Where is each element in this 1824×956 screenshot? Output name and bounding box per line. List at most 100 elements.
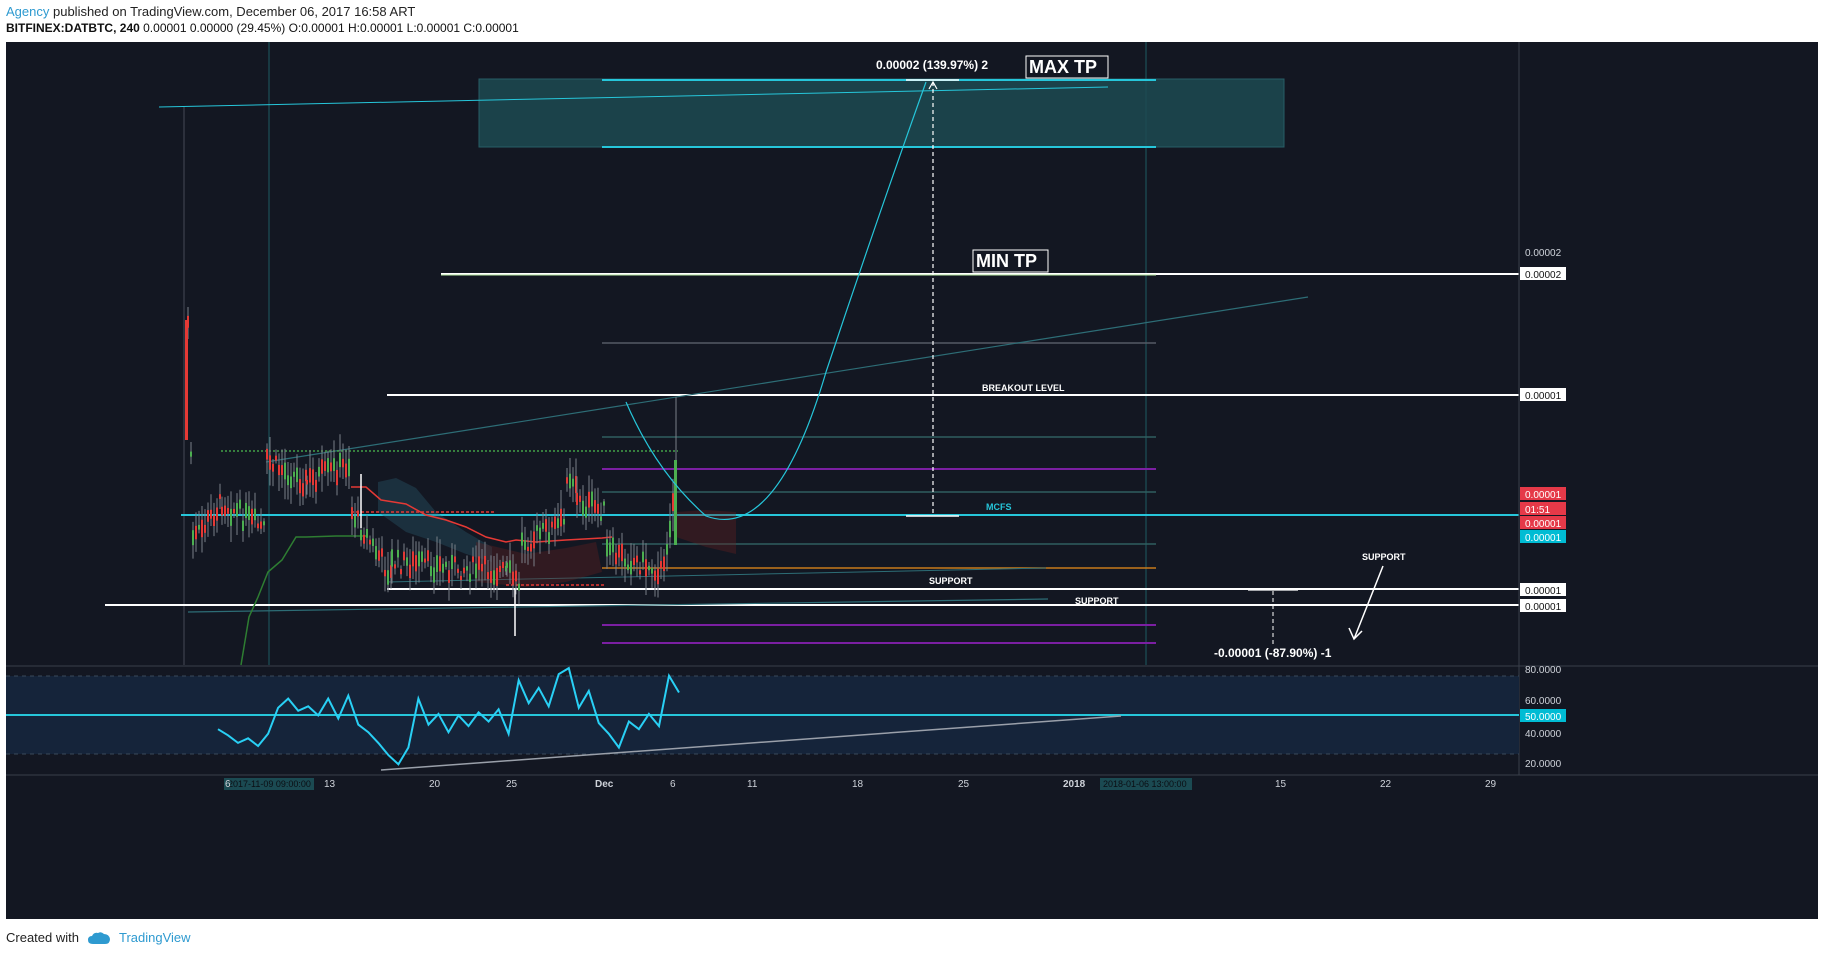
price-badge bbox=[1520, 487, 1566, 500]
rsi-trendline bbox=[380, 715, 1122, 771]
candle-body bbox=[421, 551, 423, 562]
candle-body bbox=[406, 557, 408, 566]
candle-body bbox=[672, 493, 674, 512]
top-trendline bbox=[158, 86, 1109, 108]
candle-body bbox=[454, 556, 456, 563]
rsi-line bbox=[217, 666, 680, 766]
price-chart[interactable]: MAX TP MIN TP 0.00002 (139.97%) 2 -0.00001 … bbox=[6, 42, 1818, 919]
candle-body bbox=[484, 555, 486, 565]
candle-body bbox=[372, 538, 374, 547]
candle-body bbox=[636, 555, 638, 563]
candle-body bbox=[345, 463, 347, 478]
candle-body bbox=[433, 567, 435, 583]
candle-body bbox=[230, 508, 232, 526]
symbol-name: BITFINEX:DATBTC, 240 bbox=[6, 21, 140, 35]
candle-body bbox=[315, 479, 317, 492]
candle-body bbox=[390, 565, 392, 578]
time-tick-label: 18 bbox=[852, 779, 864, 790]
price-axis-label: 01:51 bbox=[1525, 505, 1550, 516]
candle-body bbox=[499, 565, 501, 572]
candle-body bbox=[521, 532, 523, 546]
created-with-text: Created with bbox=[6, 930, 79, 945]
candle-body bbox=[666, 543, 668, 555]
candle-body bbox=[487, 572, 489, 580]
candle-body bbox=[448, 570, 450, 583]
max-tp-label: MAX TP bbox=[1029, 57, 1097, 77]
tradingview-brand[interactable]: TradingView bbox=[118, 930, 191, 945]
publish-header: Agency published on TradingView.com, Dec… bbox=[6, 4, 415, 19]
candle-body bbox=[502, 561, 504, 569]
candle-body bbox=[207, 510, 209, 522]
price-badge bbox=[1520, 516, 1566, 529]
candle-body bbox=[224, 505, 226, 516]
rsi-axis-label: 80.0000 bbox=[1525, 665, 1562, 676]
candle-body bbox=[472, 556, 474, 563]
price-axis-label: 0.00002 bbox=[1525, 270, 1562, 281]
candle-body bbox=[254, 508, 256, 521]
candle-body bbox=[263, 521, 265, 526]
breakout-label: BREAKOUT LEVEL bbox=[982, 383, 1065, 393]
candle-body bbox=[366, 528, 368, 538]
candle-body bbox=[509, 560, 511, 573]
candle-body bbox=[506, 562, 508, 568]
chart-panel[interactable]: MAX TP MIN TP 0.00002 (139.97%) 2 -0.00001 … bbox=[6, 42, 1818, 919]
candle-body bbox=[394, 564, 396, 569]
candle-body bbox=[219, 494, 221, 499]
candle-body bbox=[645, 559, 647, 577]
ichimoku-cloud-3 bbox=[676, 510, 736, 554]
candle-body bbox=[475, 563, 477, 579]
candle-body bbox=[409, 564, 411, 579]
candle-body bbox=[572, 478, 574, 487]
max-tp-box bbox=[1025, 55, 1109, 79]
candle-body bbox=[512, 571, 514, 585]
candle-body bbox=[312, 469, 314, 486]
rsi-badge bbox=[1520, 709, 1566, 722]
candle-body bbox=[660, 561, 662, 569]
candle-body bbox=[236, 503, 238, 517]
candle-body bbox=[663, 556, 665, 572]
base-line-red bbox=[351, 486, 613, 543]
candle-body bbox=[457, 568, 459, 573]
candle-body bbox=[400, 569, 402, 575]
candle-body bbox=[654, 570, 656, 581]
time-tick-label: 20 bbox=[429, 779, 441, 790]
candle-body bbox=[357, 510, 359, 517]
candle-body bbox=[657, 568, 659, 585]
candle-body bbox=[551, 521, 553, 528]
time-highlight-label: 2017-11-09 09:00:00 bbox=[228, 779, 311, 789]
candle-breakout bbox=[674, 460, 677, 545]
measure-up-label: 0.00002 (139.97%) 2 bbox=[876, 58, 988, 72]
candle-body bbox=[302, 483, 304, 497]
candle-body bbox=[427, 550, 429, 562]
candle-body bbox=[515, 570, 517, 582]
candle-body bbox=[542, 522, 544, 529]
tradingview-cloud-icon bbox=[87, 931, 110, 944]
author-link[interactable]: Agency bbox=[6, 4, 50, 19]
candle-body bbox=[481, 563, 483, 572]
time-highlight-left bbox=[224, 778, 314, 790]
candle-body bbox=[560, 508, 562, 527]
candle-body bbox=[384, 569, 386, 577]
candle-body bbox=[557, 518, 559, 528]
candle-body bbox=[600, 516, 602, 521]
candle-body bbox=[257, 523, 259, 529]
candle-body bbox=[351, 507, 353, 520]
candle-body bbox=[415, 555, 417, 572]
candle-body bbox=[579, 495, 581, 502]
rsi-axis-label: 40.0000 bbox=[1525, 729, 1562, 740]
candle-body bbox=[615, 552, 617, 565]
min-tp-box bbox=[972, 249, 1049, 273]
candle-body bbox=[266, 448, 268, 460]
candle-body bbox=[627, 564, 629, 571]
candle-body bbox=[548, 532, 550, 544]
ohlc-values: 0.00001 0.00000 (29.45%) O:0.00001 H:0.0… bbox=[139, 21, 519, 35]
candle-body bbox=[618, 544, 620, 558]
time-tick-label: 29 bbox=[1485, 779, 1497, 790]
candle-body bbox=[490, 570, 492, 583]
candle-body bbox=[442, 563, 444, 573]
candle-body bbox=[624, 558, 626, 567]
support-label-1: SUPPORT bbox=[929, 576, 973, 586]
candle-body bbox=[190, 451, 192, 457]
candle-body bbox=[612, 537, 614, 553]
candle-body bbox=[192, 530, 194, 546]
